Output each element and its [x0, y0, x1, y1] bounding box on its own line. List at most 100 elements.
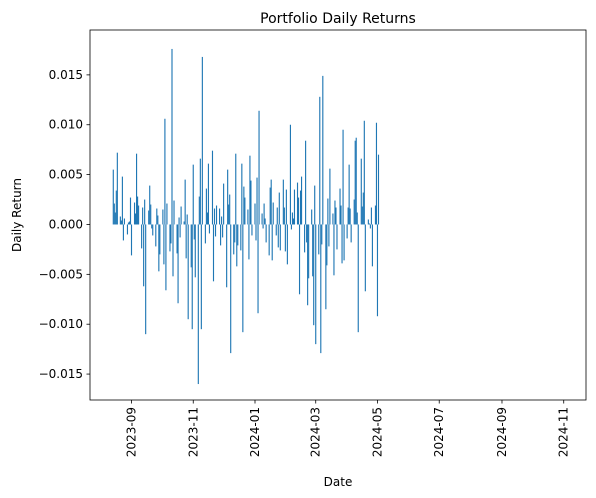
bar — [350, 224, 352, 243]
bar — [255, 224, 257, 241]
bar — [291, 212, 294, 225]
bar — [325, 224, 327, 310]
bar — [112, 169, 114, 225]
bar — [205, 188, 207, 225]
x-tick-label: 2023-11 — [186, 407, 200, 457]
bar — [151, 224, 153, 229]
bar — [227, 169, 229, 225]
bar — [257, 224, 259, 314]
bar — [116, 152, 118, 225]
bar — [150, 204, 152, 225]
bar — [211, 150, 214, 225]
bar — [214, 224, 217, 237]
bar — [185, 224, 187, 259]
bar — [370, 207, 372, 225]
bar — [177, 224, 179, 304]
bar — [194, 224, 196, 278]
bar — [240, 224, 242, 251]
bar — [173, 200, 175, 225]
bar — [220, 224, 222, 246]
bar — [314, 185, 316, 225]
bar — [312, 224, 314, 277]
bar — [179, 224, 181, 238]
bar — [327, 198, 329, 225]
bar — [207, 163, 209, 225]
bar — [141, 224, 143, 249]
bar — [270, 179, 272, 225]
x-tick-label: 2023-09 — [125, 407, 139, 457]
x-tick-label: 2024-05 — [370, 407, 384, 457]
x-axis: 2023-09 2023-11 2024-01 2024-03 2024-05 2024-… — [125, 400, 571, 457]
bar — [180, 206, 182, 225]
bar — [349, 208, 351, 225]
bar — [242, 224, 244, 333]
bar — [229, 194, 231, 225]
bar — [235, 153, 237, 225]
bar — [129, 197, 132, 225]
bar — [290, 224, 292, 230]
bar — [248, 224, 250, 260]
bar — [367, 219, 369, 225]
x-tick-label: 2024-11 — [557, 407, 571, 457]
bar — [284, 224, 286, 252]
bar — [306, 224, 308, 243]
bar — [346, 224, 348, 239]
bar — [339, 188, 341, 225]
bar — [250, 180, 252, 225]
bar — [264, 218, 266, 225]
bar — [170, 224, 172, 244]
chart-title: Portfolio Daily Returns — [260, 11, 416, 27]
bar — [254, 203, 256, 225]
bar — [308, 224, 310, 279]
bar — [319, 96, 321, 225]
y-tick-label: 0.015 — [49, 68, 83, 82]
bar — [148, 210, 150, 225]
bar — [322, 75, 324, 225]
bar — [285, 189, 287, 225]
bar — [122, 224, 124, 241]
y-tick-label: −0.015 — [39, 367, 83, 381]
bar — [178, 217, 180, 225]
bar — [293, 189, 296, 225]
bar — [364, 224, 366, 292]
bar — [305, 140, 307, 225]
bar — [183, 221, 185, 225]
y-tick-label: −0.010 — [39, 317, 83, 331]
bar — [126, 224, 129, 235]
bar — [158, 224, 160, 272]
bar — [377, 154, 380, 225]
bar — [197, 224, 199, 385]
y-axis: −0.015 −0.010 −0.005 0.000 0.005 0.010 0.015 — [39, 68, 90, 381]
bar — [127, 222, 130, 225]
bar — [258, 110, 260, 225]
bar — [332, 213, 334, 225]
bar — [374, 205, 377, 225]
y-tick-label: 0.005 — [49, 168, 83, 182]
bar — [163, 224, 165, 265]
bar — [297, 197, 300, 225]
bar — [283, 207, 285, 225]
bar — [187, 224, 189, 320]
bar — [282, 179, 284, 225]
bar — [172, 224, 174, 277]
bar — [176, 224, 178, 254]
bar — [315, 224, 317, 345]
bar — [360, 158, 362, 225]
bars-group — [112, 48, 380, 385]
bar — [276, 207, 278, 225]
bar — [142, 207, 144, 225]
bar — [296, 182, 299, 225]
bar — [193, 224, 195, 240]
bar — [321, 224, 323, 245]
bar — [236, 224, 238, 267]
bar — [363, 120, 365, 225]
x-tick-label: 2024-03 — [309, 407, 323, 457]
bar — [342, 129, 344, 225]
bar — [137, 196, 139, 225]
x-axis-label: Date — [324, 475, 353, 489]
bar — [243, 186, 245, 225]
bar — [164, 118, 166, 225]
bar — [289, 124, 291, 225]
bar — [204, 224, 206, 244]
